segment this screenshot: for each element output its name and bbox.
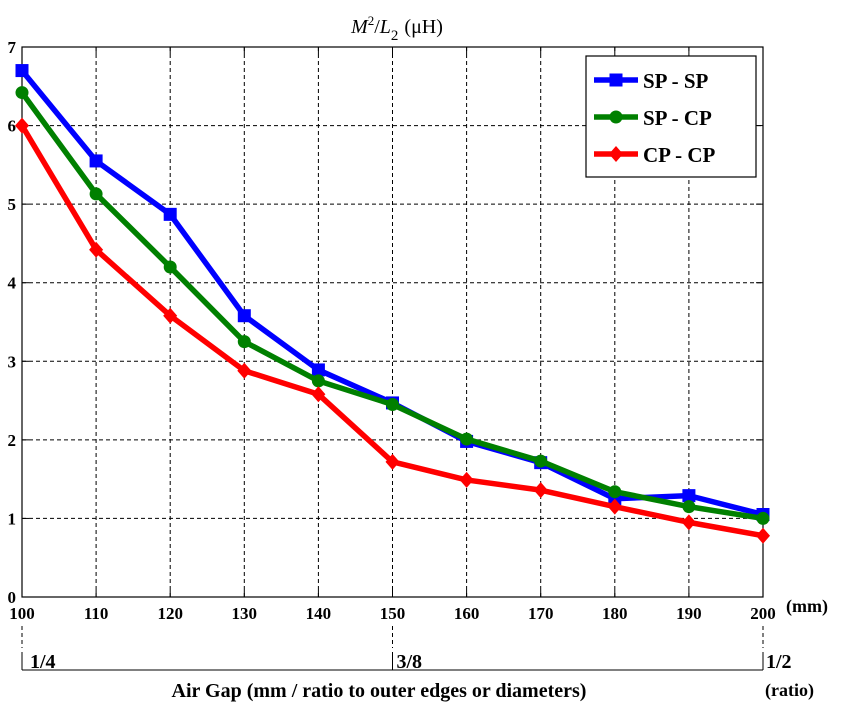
legend-item: SP - SP (594, 69, 709, 93)
data-point (163, 260, 177, 274)
x-tick-label: 170 (528, 604, 554, 623)
data-point (15, 117, 29, 134)
ratio-label: 1/2 (766, 651, 792, 673)
data-point (311, 374, 325, 388)
data-point (460, 432, 474, 446)
x-tick-label: 150 (380, 604, 406, 623)
y-tick-label: 0 (8, 588, 17, 607)
data-point (89, 187, 103, 201)
y-tick-label: 1 (8, 509, 17, 528)
x-tick-label: 190 (676, 604, 702, 623)
title-sup: 2 (368, 13, 375, 28)
series-2 (15, 117, 770, 544)
data-point (89, 241, 104, 258)
title-m: M (350, 16, 369, 38)
data-point (459, 471, 474, 488)
x-tick-label: 160 (454, 604, 480, 623)
x-tick-label: 110 (84, 604, 109, 623)
data-point (237, 309, 251, 323)
axes (21, 46, 764, 598)
legend-label: SP - SP (643, 69, 709, 93)
legend-marker (609, 110, 623, 124)
y-tick-label: 4 (8, 274, 17, 293)
x-tick-label: 100 (9, 604, 35, 623)
ratio-axis: 1/4 3/8 1/2 (21, 626, 792, 673)
y-tick-label: 3 (8, 352, 17, 371)
data-point (311, 386, 326, 403)
title-slash: / (374, 16, 380, 38)
title-l: L (379, 16, 391, 38)
chart-title: M2/L2 (μH) (350, 13, 443, 44)
legend-marker (609, 73, 623, 87)
series-layer (15, 64, 770, 544)
data-point (756, 527, 770, 544)
ratio-label: 3/8 (397, 651, 423, 673)
y-tick-label: 6 (8, 117, 17, 136)
data-point (756, 511, 770, 525)
x-tick-label: 180 (602, 604, 628, 623)
title-sub: 2 (391, 28, 399, 44)
legend: SP - SP SP - CP CP - CP (585, 55, 757, 178)
ratio-label: 1/4 (30, 651, 56, 673)
data-point (386, 398, 399, 411)
data-point (682, 489, 696, 503)
data-point (533, 482, 548, 499)
plot-frame (21, 46, 764, 598)
data-point (608, 485, 622, 499)
x-unit-label: (mm) (786, 596, 828, 617)
x-tick-label: 200 (750, 604, 776, 623)
title-unit: (μH) (404, 16, 443, 38)
data-point (311, 363, 325, 377)
y-tick-label: 5 (8, 195, 17, 214)
data-point (89, 154, 103, 168)
y-tick-label: 7 (8, 38, 17, 57)
x-tick-label: 120 (157, 604, 183, 623)
legend-item: SP - CP (594, 106, 712, 130)
x-tick-label: 140 (306, 604, 332, 623)
data-point (237, 362, 252, 379)
tick-labels: 100 110 120 130 140 150 160 170 180 190 200 0 1 2 3 4 5 6… (8, 38, 776, 623)
data-point (163, 207, 177, 221)
data-point (15, 86, 29, 100)
ratio-unit-label: (ratio) (765, 680, 814, 701)
y-tick-label: 2 (8, 431, 17, 450)
data-point (15, 64, 29, 78)
data-point (607, 498, 622, 515)
legend-item: CP - CP (594, 143, 715, 167)
legend-label: CP - CP (643, 143, 715, 167)
data-point (534, 454, 548, 468)
data-point (163, 307, 178, 324)
legend-label: SP - CP (643, 106, 712, 130)
data-point (237, 335, 251, 349)
x-axis-label: Air Gap (mm / ratio to outer edges or di… (172, 680, 587, 702)
legend-marker (609, 146, 623, 162)
series-1 (15, 86, 770, 525)
data-point (682, 500, 696, 514)
data-point (681, 514, 696, 531)
x-tick-label: 130 (232, 604, 258, 623)
data-point (385, 453, 400, 470)
